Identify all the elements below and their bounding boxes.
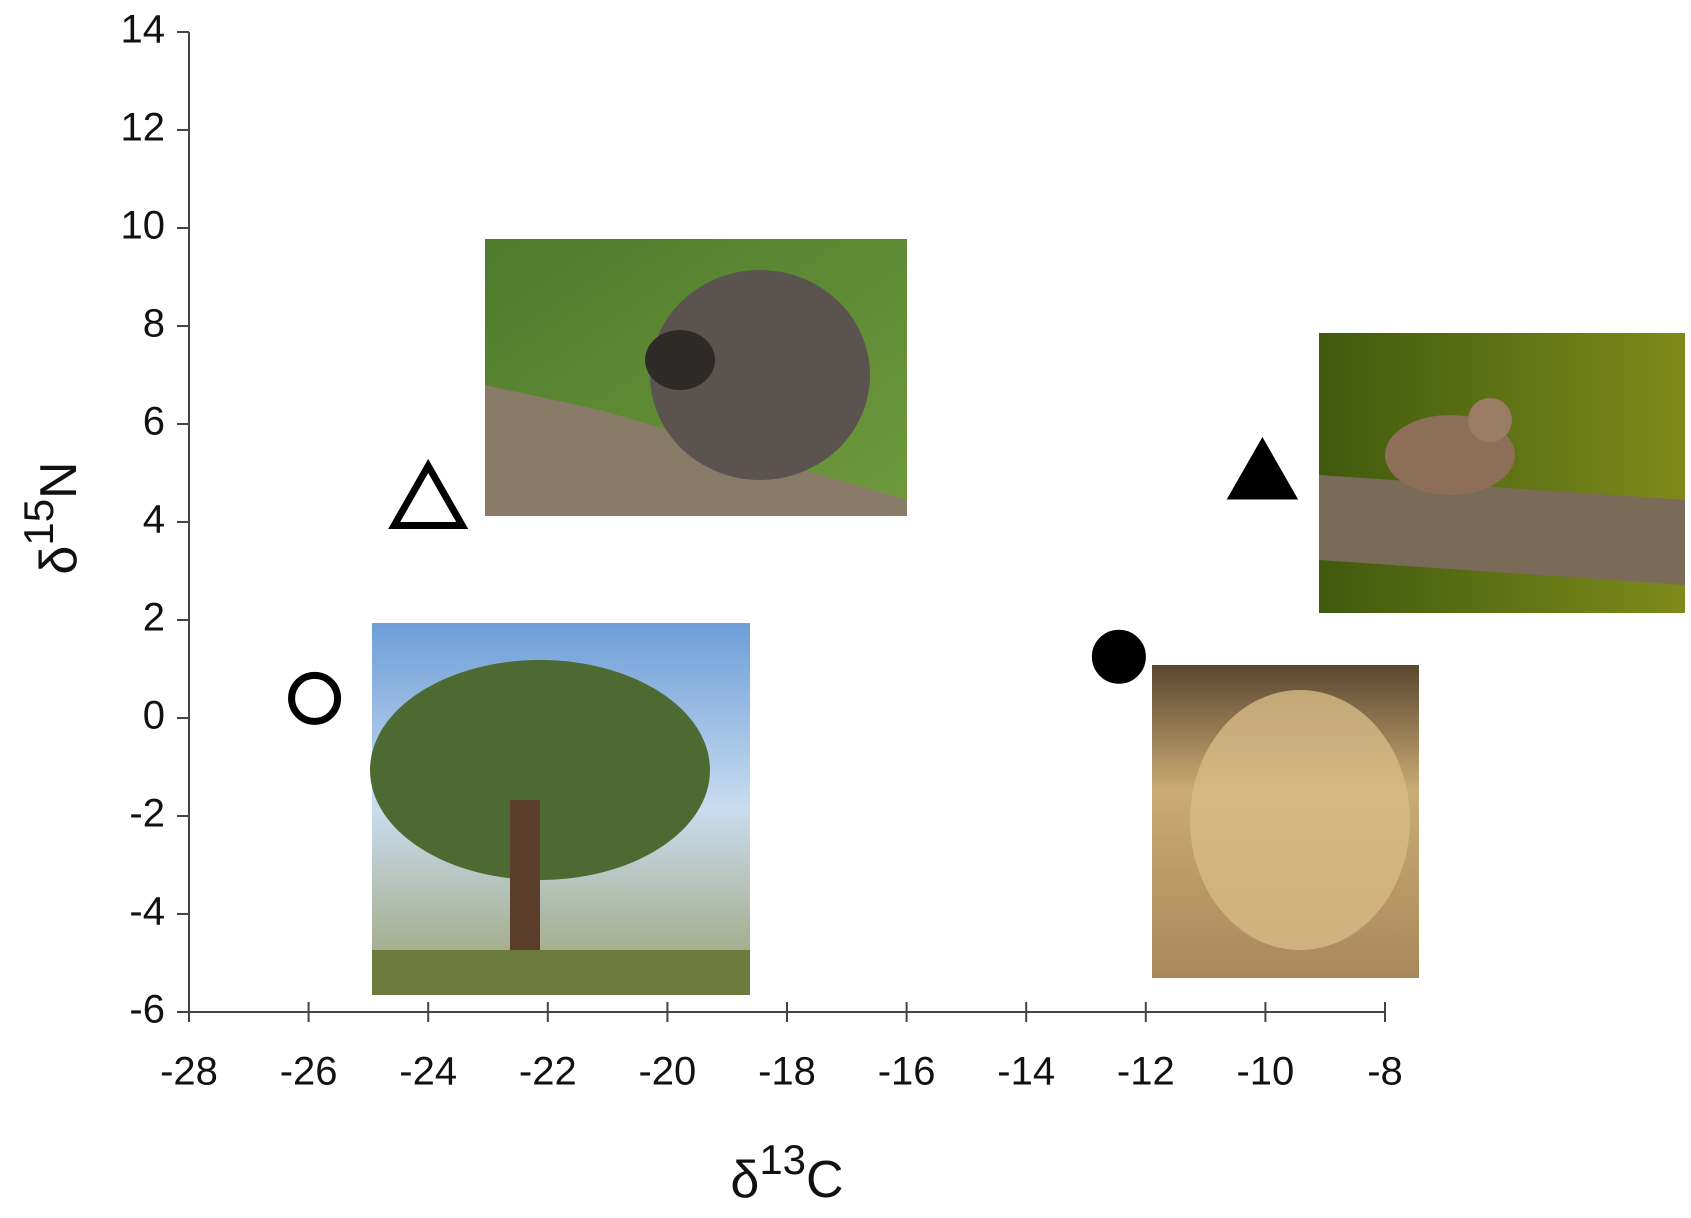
y-tick-label: 14 [121, 8, 166, 52]
x-tick-label: -26 [280, 1050, 338, 1094]
point [292, 675, 338, 721]
x-tick-label: -16 [878, 1050, 936, 1094]
y-tick-label: -6 [129, 988, 165, 1032]
point [1093, 631, 1145, 683]
x-tick-label: -8 [1367, 1050, 1403, 1094]
y-tick-label: 2 [143, 596, 165, 640]
y-label-sup: 15 [15, 499, 62, 546]
point [394, 466, 462, 526]
photo-porcupine [485, 239, 907, 516]
y-label-symbol: δ [30, 546, 88, 575]
point [1228, 439, 1296, 499]
y-tick-label: 12 [121, 106, 166, 150]
y-tick-label: 6 [143, 400, 165, 444]
photo-mouse [1319, 333, 1685, 613]
y-tick-label: -2 [129, 792, 165, 836]
x-tick-label: -10 [1236, 1050, 1294, 1094]
y-tick-label: -4 [129, 890, 165, 934]
x-tick-label: -20 [638, 1050, 696, 1094]
y-label-element: N [30, 461, 88, 499]
y-tick-label: 4 [143, 498, 165, 542]
y-tick-label: 10 [121, 204, 166, 248]
x-label-symbol: δ [730, 1151, 759, 1209]
x-tick-label: -22 [519, 1050, 577, 1094]
x-tick-label: -24 [399, 1050, 457, 1094]
y-tick-label: 0 [143, 694, 165, 738]
y-tick-label: 8 [143, 302, 165, 346]
x-tick-label: -28 [160, 1050, 218, 1094]
x-tick-label: -18 [758, 1050, 816, 1094]
y-axis-label: δ15N [15, 461, 88, 574]
photo-grass [1152, 665, 1419, 978]
chart: δ13C δ15N -6-4-202468101214-28-26-24-22-… [0, 0, 1691, 1218]
photo-tree [370, 623, 750, 995]
x-tick-label: -12 [1117, 1050, 1175, 1094]
x-label-element: C [806, 1151, 844, 1209]
x-label-sup: 13 [759, 1136, 806, 1183]
x-axis-label: δ13C [730, 1136, 843, 1209]
x-tick-label: -14 [997, 1050, 1055, 1094]
